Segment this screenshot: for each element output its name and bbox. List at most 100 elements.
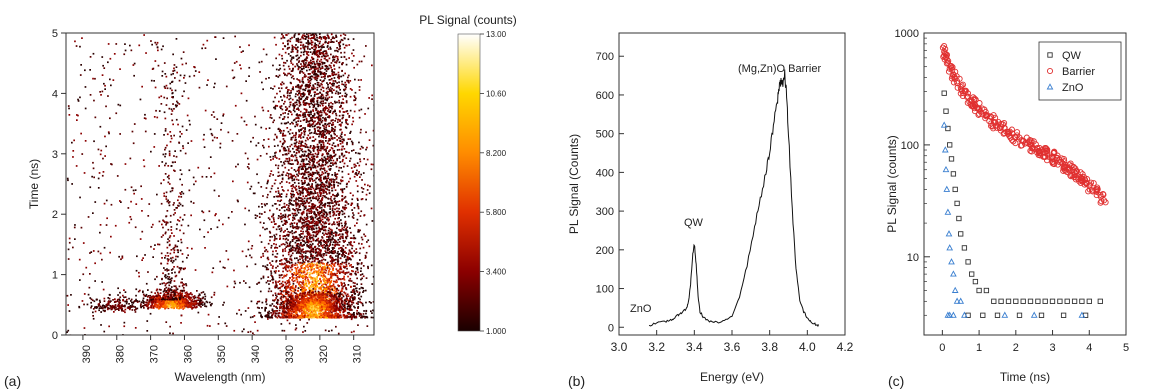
heatmap-pixel xyxy=(359,274,362,276)
heatmap-pixel xyxy=(279,306,281,308)
heatmap-pixel xyxy=(326,113,329,116)
heatmap-pixel xyxy=(331,298,334,300)
heatmap-pixel xyxy=(317,265,320,267)
heatmap-pixel xyxy=(329,157,332,160)
heatmap-pixel xyxy=(282,132,284,135)
heatmap-pixel xyxy=(313,259,316,262)
heatmap-pixel xyxy=(342,83,345,86)
heatmap-pixel xyxy=(366,325,369,327)
heatmap-pixel xyxy=(333,232,335,235)
heatmap-pixel xyxy=(311,56,313,59)
heatmap-pixel xyxy=(360,145,363,148)
heatmap-pixel xyxy=(304,166,307,168)
heatmap-pixel xyxy=(274,179,277,181)
heatmap-pixel xyxy=(179,74,182,77)
heatmap-pixel xyxy=(306,269,309,272)
heatmap-pixel xyxy=(182,232,185,235)
heatmap-pixel xyxy=(284,62,287,64)
heatmap-pixel xyxy=(315,221,318,223)
heatmap-pixel xyxy=(314,288,317,291)
heatmap-pixel xyxy=(346,44,348,47)
heatmap-pixel xyxy=(272,64,274,67)
heatmap-pixel xyxy=(285,246,288,248)
heatmap-pixel xyxy=(301,172,304,175)
heatmap-pixel xyxy=(329,215,332,218)
heatmap-pixel xyxy=(310,110,312,113)
heatmap-pixel xyxy=(284,45,287,48)
heatmap-pixel xyxy=(337,234,340,236)
heatmap-pixel xyxy=(344,298,347,301)
heatmap-pixel xyxy=(333,137,336,139)
heatmap-pixel xyxy=(302,112,305,115)
heatmap-pixel xyxy=(309,89,312,92)
heatmap-pixel xyxy=(231,140,234,142)
heatmap-pixel xyxy=(346,226,349,229)
heatmap-pixel xyxy=(321,61,324,64)
heatmap-pixel xyxy=(337,262,339,265)
heatmap-pixel xyxy=(342,102,345,104)
heatmap-pixel xyxy=(313,113,316,116)
heatmap-pixel xyxy=(325,41,327,44)
heatmap-pixel xyxy=(322,96,325,98)
heatmap-pixel xyxy=(92,161,94,164)
heatmap-pixel xyxy=(351,245,354,247)
heatmap-pixel xyxy=(284,220,287,223)
heatmap-pixel xyxy=(341,160,344,163)
heatmap-pixel xyxy=(143,294,146,297)
heatmap-pixel xyxy=(308,106,311,108)
heatmap-pixel xyxy=(303,263,306,265)
heatmap-pixel xyxy=(314,152,317,155)
heatmap-pixel xyxy=(297,94,299,96)
heatmap-pixel xyxy=(330,29,332,31)
heatmap-pixel xyxy=(341,148,343,151)
heatmap-pixel xyxy=(310,156,313,158)
heatmap-pixel xyxy=(285,157,288,160)
heatmap-pixel xyxy=(312,284,315,286)
heatmap-pixel xyxy=(288,310,291,313)
heatmap-pixel xyxy=(285,86,288,89)
heatmap-pixel xyxy=(328,156,331,158)
heatmap-pixel xyxy=(318,49,321,52)
heatmap-pixel xyxy=(327,251,330,254)
heatmap-pixel xyxy=(192,176,195,179)
heatmap-pixel xyxy=(286,96,288,99)
heatmap-pixel xyxy=(270,221,273,223)
heatmap-pixel xyxy=(290,163,293,165)
heatmap-pixel xyxy=(342,252,344,254)
heatmap-pixel xyxy=(314,239,317,242)
heatmap-pixel xyxy=(322,194,324,197)
heatmap-pixel xyxy=(355,302,358,305)
heatmap-pixel xyxy=(130,200,132,203)
heatmap-pixel xyxy=(97,187,100,189)
heatmap-pixel xyxy=(289,128,292,131)
heatmap-pixel xyxy=(182,267,185,270)
heatmap-pixel xyxy=(325,314,327,316)
heatmap-pixel xyxy=(296,237,299,240)
heatmap-pixel xyxy=(274,246,277,249)
heatmap-pixel xyxy=(299,248,302,250)
heatmap-pixel xyxy=(304,273,306,276)
heatmap-pixel xyxy=(367,107,370,110)
heatmap-pixel xyxy=(167,255,170,257)
heatmap-pixel xyxy=(338,96,341,98)
heatmap-pixel xyxy=(306,197,309,200)
heatmap-pixel xyxy=(293,169,296,171)
heatmap-pixel xyxy=(222,223,224,226)
heatmap-pixel xyxy=(315,227,318,230)
heatmap-pixel xyxy=(320,76,323,78)
heatmap-pixel xyxy=(320,179,323,182)
heatmap-pixel xyxy=(328,79,331,81)
heatmap-pixel xyxy=(267,110,270,112)
heatmap-pixel xyxy=(333,58,336,61)
heatmap-pixel xyxy=(356,291,359,293)
heatmap-pixel xyxy=(330,273,332,275)
heatmap-pixel xyxy=(93,140,95,143)
heatmap-pixel xyxy=(319,212,322,214)
heatmap-pixel xyxy=(94,116,97,119)
heatmap-pixel xyxy=(285,264,288,267)
heatmap-pixel xyxy=(310,34,312,37)
heatmap-pixel xyxy=(324,28,326,30)
heatmap-pixel xyxy=(329,233,331,236)
heatmap-pixel xyxy=(338,200,341,202)
heatmap-pixel xyxy=(323,204,325,207)
